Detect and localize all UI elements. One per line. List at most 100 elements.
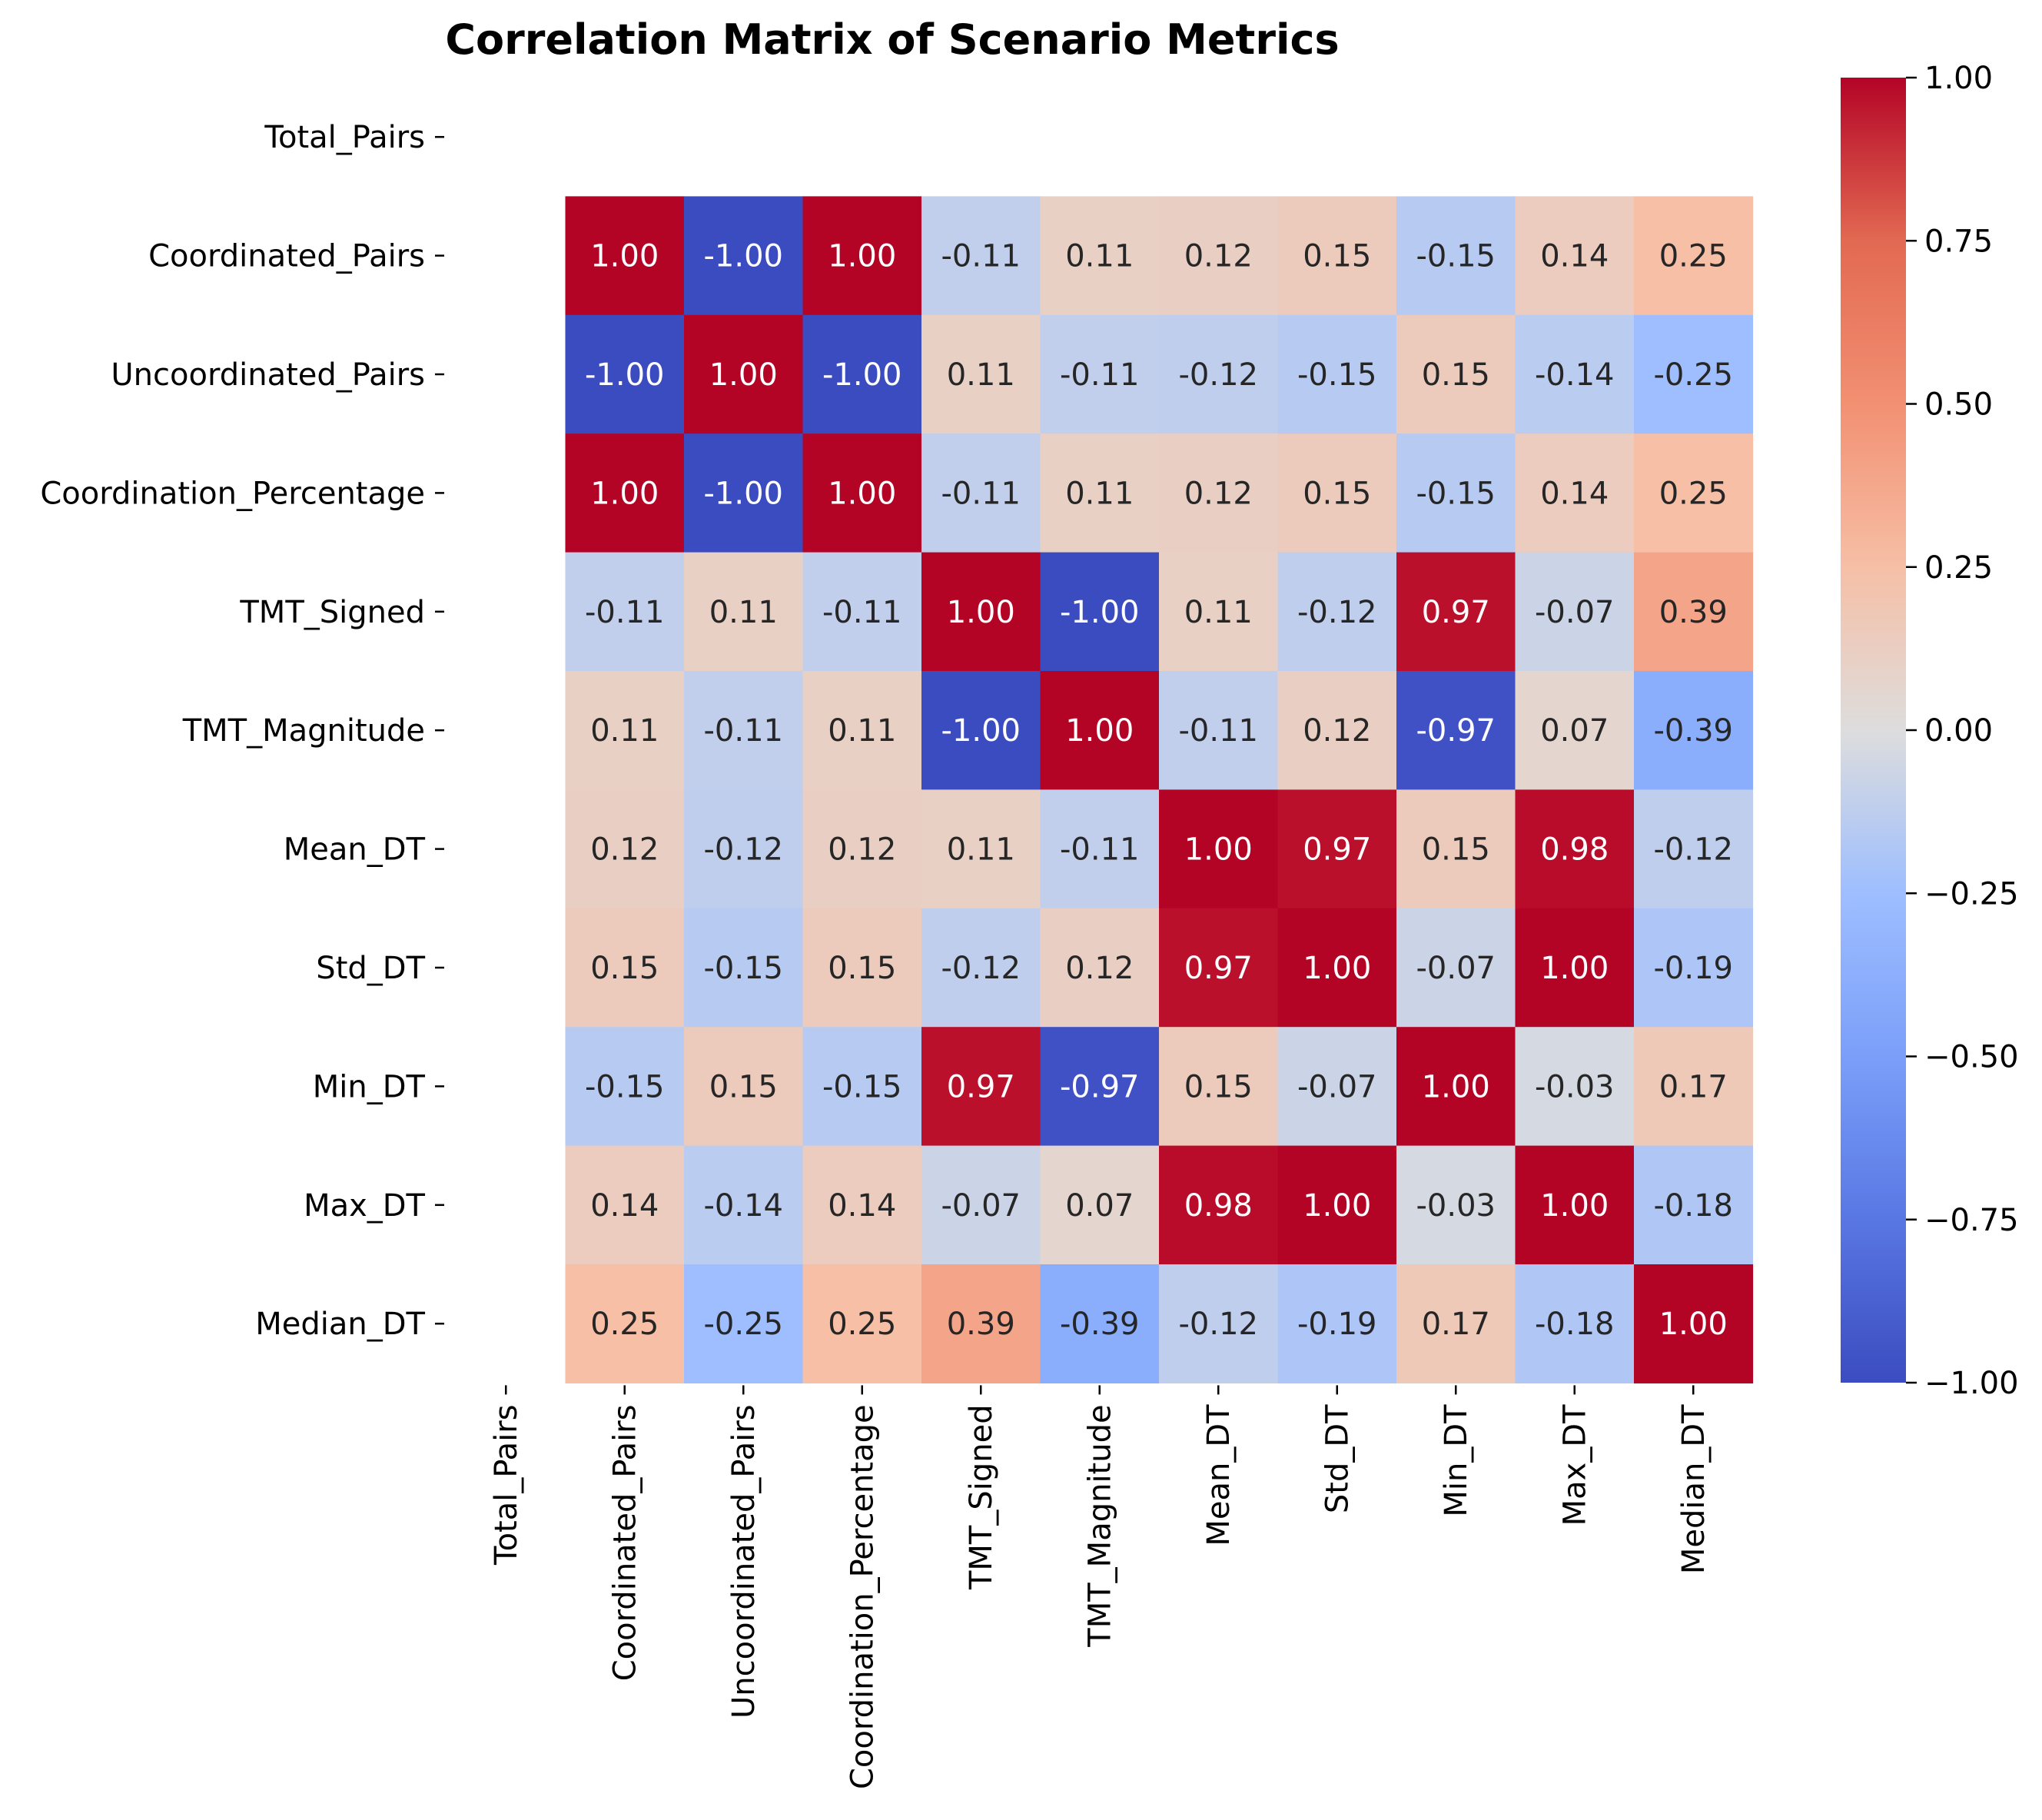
heatmap-cell: [565, 1145, 685, 1265]
heatmap-cell: [802, 671, 922, 790]
row-tick-label: Max_DT: [304, 1188, 425, 1224]
heatmap-cell: [1159, 314, 1279, 434]
heatmap-cell: [1634, 196, 1754, 316]
cell-value-label: 0.12: [828, 832, 896, 868]
cell-value-label: 0.07: [1065, 1188, 1134, 1224]
cell-value-label: -0.12: [1179, 357, 1259, 393]
heatmap-cell: [1515, 1145, 1635, 1265]
heatmap-cell: [1634, 433, 1754, 553]
heatmap-cell: [1634, 1027, 1754, 1147]
cell-value-label: 0.11: [1065, 476, 1134, 511]
heatmap-cell: [921, 1145, 1041, 1265]
cell-value-label: 0.11: [709, 595, 778, 630]
cell-value-label: 0.39: [1659, 595, 1728, 630]
cell-value-label: 0.98: [1540, 832, 1609, 868]
cell-value-label: 1.00: [1540, 951, 1609, 986]
column-tick-label: Min_DT: [1439, 1404, 1474, 1517]
heatmap-cell: [1159, 196, 1279, 316]
heatmap-cell: [1040, 433, 1160, 553]
heatmap-cell: [1634, 671, 1754, 790]
cell-value-label: 0.15: [1303, 239, 1371, 274]
column-tick-label: Max_DT: [1558, 1404, 1593, 1526]
heatmap-cell: [1515, 1027, 1635, 1147]
cell-value-label: 0.12: [1184, 476, 1253, 511]
heatmap-cell: [802, 1145, 922, 1265]
cell-value-label: 1.00: [1065, 713, 1134, 749]
cell-value-label: -0.11: [1060, 357, 1140, 393]
heatmap-cell: [565, 196, 685, 316]
colorbar-tick-label: 0.50: [1924, 387, 1993, 423]
cell-value-label: -0.25: [704, 1307, 784, 1342]
cell-value-label: -0.12: [704, 832, 784, 868]
cell-value-label: -0.19: [1654, 951, 1734, 986]
cell-value-label: 0.12: [1303, 713, 1371, 749]
heatmap-cell: [1396, 1264, 1516, 1383]
heatmap-cell: [1040, 671, 1160, 790]
cell-value-label: -0.03: [1416, 1188, 1496, 1224]
heatmap-cell: [802, 789, 922, 909]
heatmap-cell: [1040, 552, 1160, 672]
cell-value-label: -1.00: [585, 357, 665, 393]
heatmap-cell: [1515, 433, 1635, 553]
heatmap-cell: [1634, 1145, 1754, 1265]
heatmap-cell: [1159, 671, 1279, 790]
colorbar-tick-label: −0.50: [1924, 1040, 2019, 1075]
colorbar-tick-label: −0.25: [1924, 876, 2019, 912]
column-tick-label: Coordination_Percentage: [845, 1404, 881, 1789]
cell-value-label: -0.39: [1060, 1307, 1140, 1342]
heatmap-cell: [1515, 314, 1635, 434]
heatmap-cell: [1515, 908, 1635, 1028]
cell-value-label: -0.11: [704, 713, 784, 749]
cell-value-label: -0.15: [704, 951, 784, 986]
heatmap-cell: [1277, 1027, 1397, 1147]
heatmap-cell: [921, 1264, 1041, 1383]
heatmap-cell: [1159, 908, 1279, 1028]
column-tick-label: Coordinated_Pairs: [608, 1404, 643, 1681]
cell-value-label: 1.00: [1303, 1188, 1371, 1224]
heatmap-cell: [1040, 314, 1160, 434]
cell-value-label: 0.39: [947, 1307, 1015, 1342]
colorbar-tick-label: 0.00: [1924, 713, 1993, 749]
heatmap-cell: [1040, 1264, 1160, 1383]
heatmap-cell: [1396, 433, 1516, 553]
cell-value-label: 0.11: [828, 713, 896, 749]
colorbar-ticks: 1.00 0.75 0.50 0.25 0.00 −0.25 −0.50 −0.75 −1.00: [1906, 61, 2019, 1401]
cell-value-label: 1.00: [709, 357, 778, 393]
cell-value-label: 0.11: [590, 713, 659, 749]
heatmap-cell: [1634, 552, 1754, 672]
cell-value-label: 0.25: [1659, 239, 1728, 274]
cell-value-label: 0.25: [590, 1307, 659, 1342]
cell-value-label: 0.97: [1303, 832, 1371, 868]
column-tick-label: Uncoordinated_Pairs: [726, 1404, 762, 1719]
column-tick-label: TMT_Signed: [964, 1404, 999, 1590]
cell-value-label: -0.18: [1654, 1188, 1734, 1224]
heatmap-cell: [1634, 314, 1754, 434]
row-tick-label: Std_DT: [316, 951, 425, 986]
heatmap-cell: [1159, 1145, 1279, 1265]
heatmap-cell: [1396, 789, 1516, 909]
row-tick-label: Coordinated_Pairs: [148, 239, 425, 274]
heatmap-cell: [1396, 908, 1516, 1028]
cell-value-label: -1.00: [941, 713, 1021, 749]
heatmap-cell: [1634, 1264, 1754, 1383]
column-tick-labels: Total_Pairs Coordinated_Pairs Uncoordinate…: [489, 1385, 1712, 1789]
heatmap-cell: [1396, 1145, 1516, 1265]
heatmap-cell: [1277, 552, 1397, 672]
heatmap-cell: [1515, 552, 1635, 672]
heatmap-cell: [684, 552, 804, 672]
column-tick-label: Total_Pairs: [489, 1404, 524, 1566]
heatmap-cell: [802, 196, 922, 316]
cell-value-label: 1.00: [828, 239, 896, 274]
cell-value-label: 0.11: [947, 357, 1015, 393]
heatmap-cell: [565, 908, 685, 1028]
cell-value-label: -0.25: [1654, 357, 1734, 393]
heatmap-cell: [921, 908, 1041, 1028]
heatmap-cell: [1277, 789, 1397, 909]
cell-value-label: -0.11: [822, 595, 902, 630]
heatmap-cell: [565, 789, 685, 909]
cell-value-label: 0.11: [1184, 595, 1253, 630]
heatmap-cell: [802, 908, 922, 1028]
heatmap-cells: 1.00 -1.00 1.00 -0.11 0.11 0.12 0.15 -0.15 0.14 0…: [565, 196, 1754, 1383]
heatmap-cell: [565, 552, 685, 672]
